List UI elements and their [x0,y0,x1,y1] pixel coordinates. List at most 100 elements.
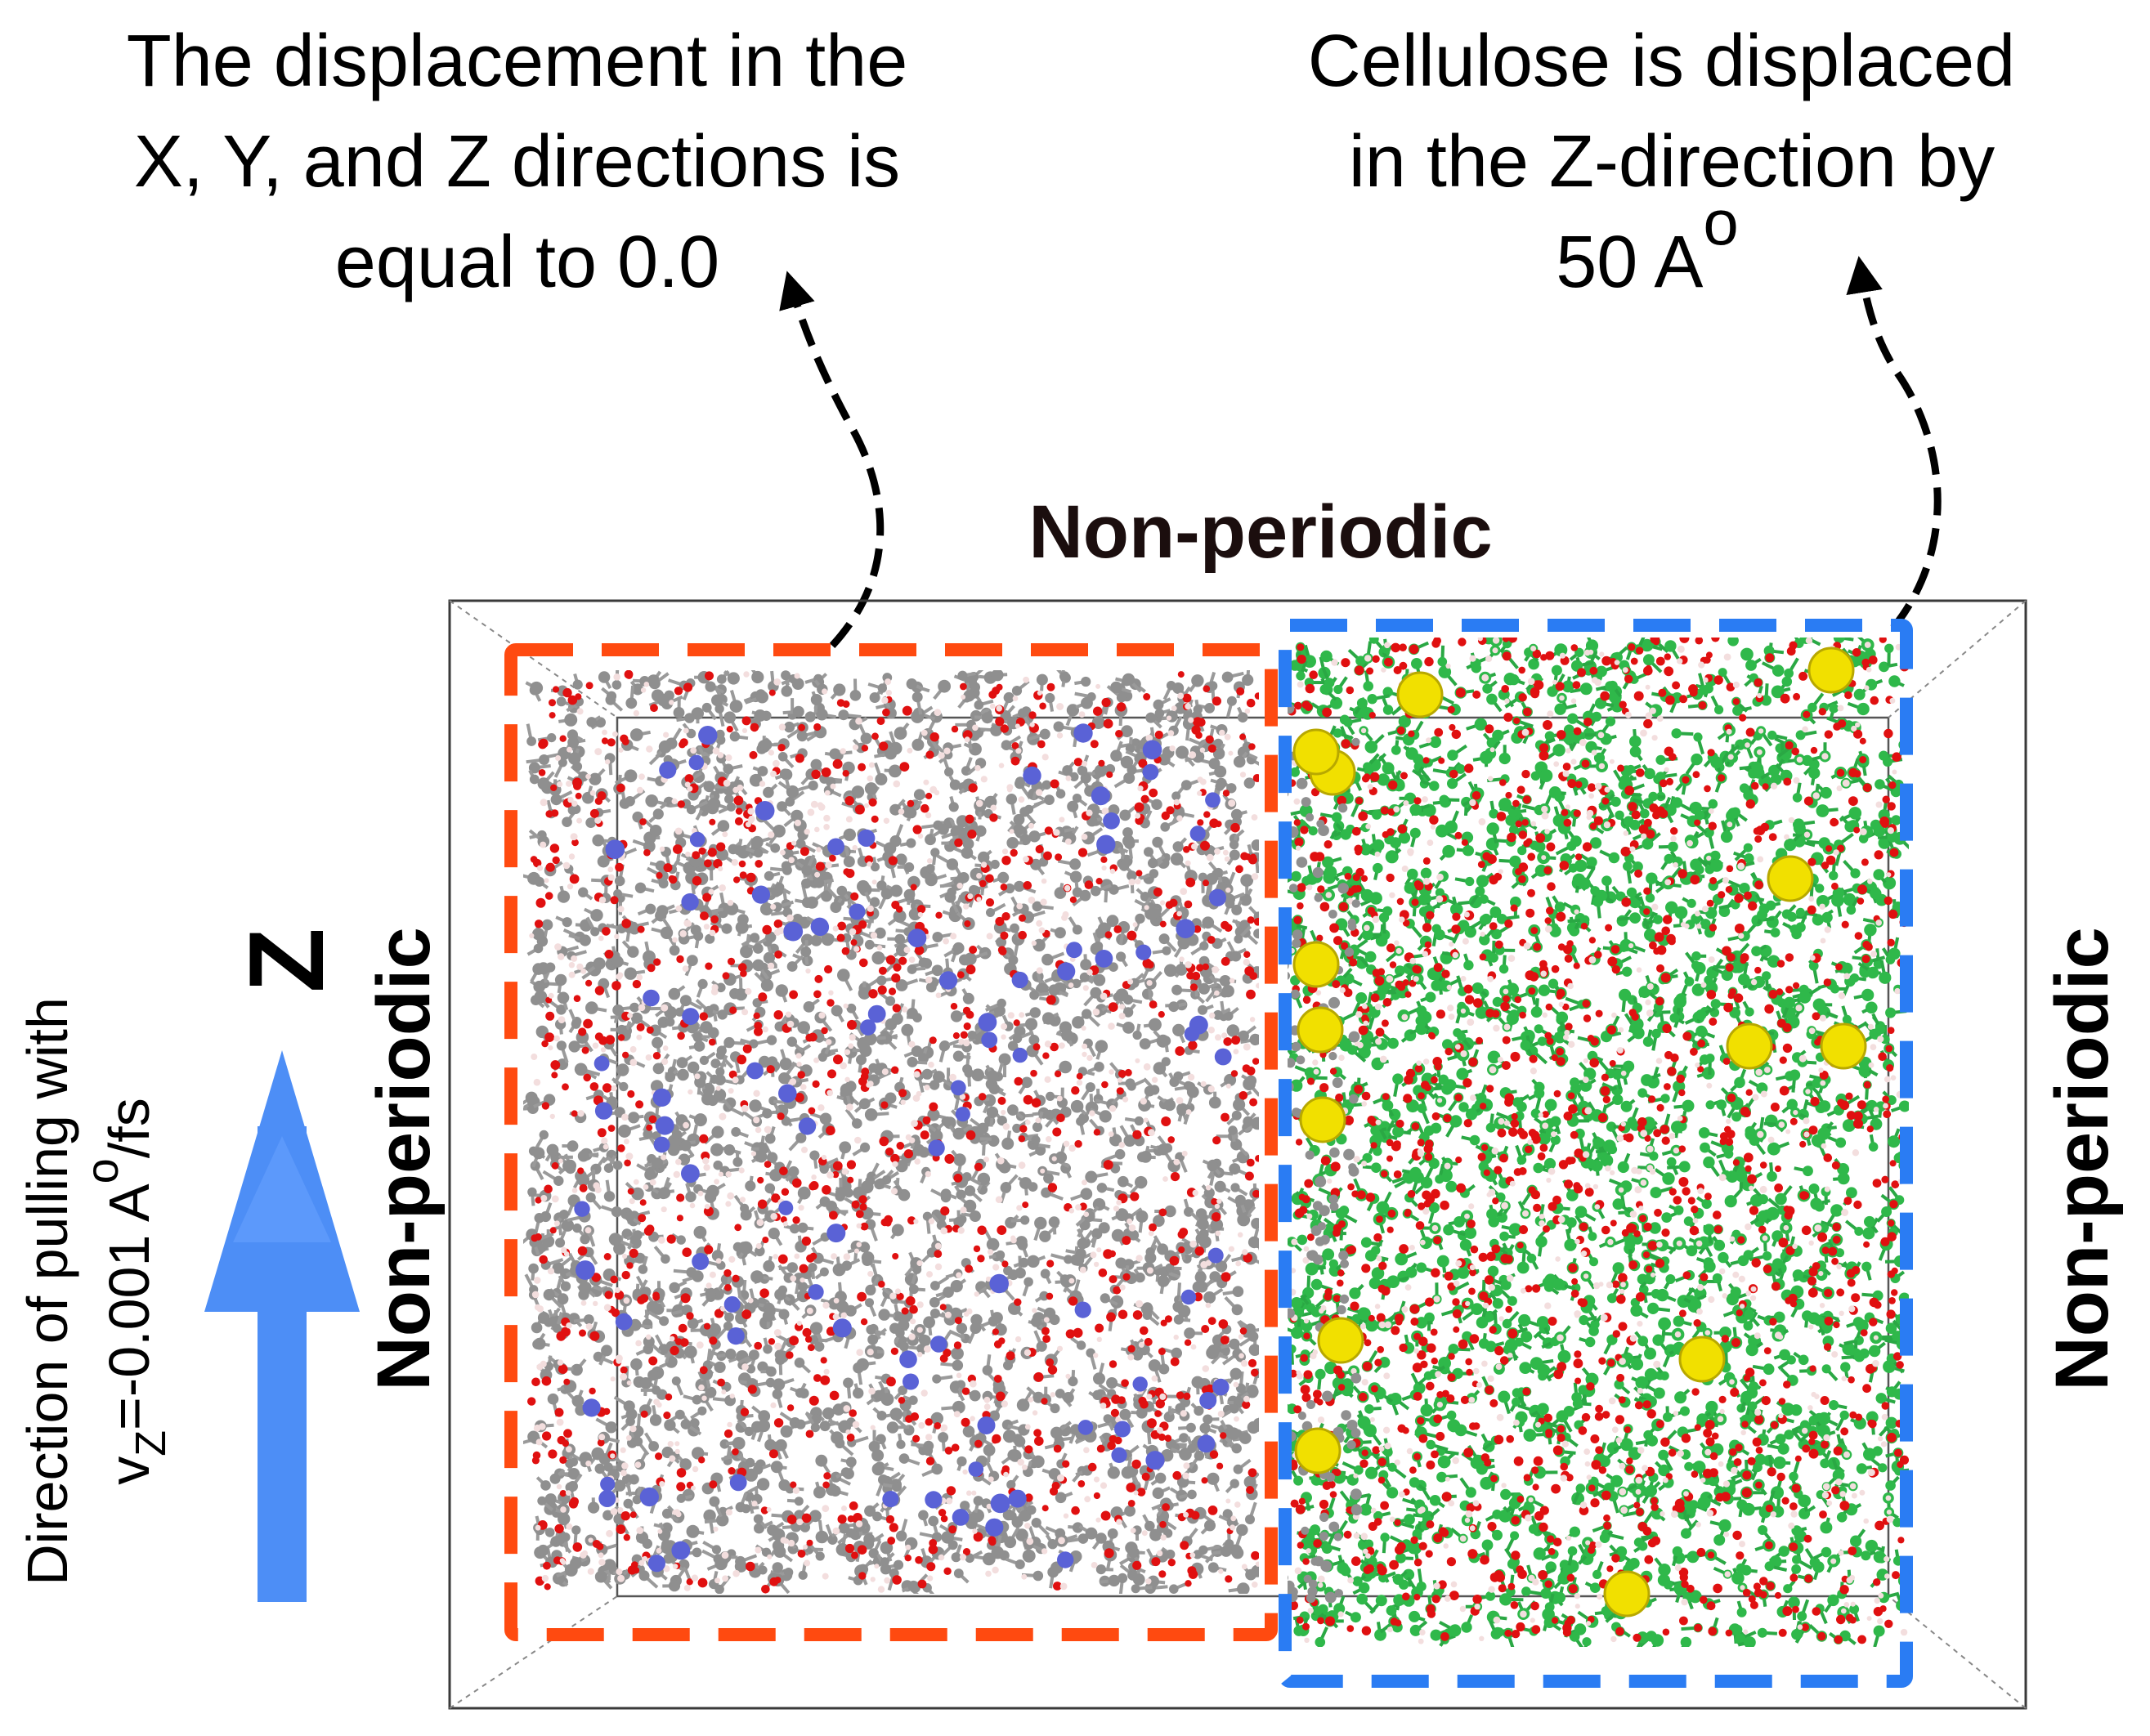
carbon-atom [606,691,617,701]
oxygen-atom [963,1022,971,1031]
carbon-atom [571,1019,581,1029]
carbon-atom [707,1027,719,1039]
carbon-atom [1000,710,1011,722]
carbon-atom [1164,964,1177,978]
carbon-atom [679,1139,692,1152]
carbon-atom [528,762,540,774]
carbon-atom [1010,923,1019,933]
carbon-atom [1035,1144,1046,1156]
carbon-atom [918,957,929,969]
oxygen-atom [898,1089,907,1098]
carbon-atom [1012,1123,1022,1134]
oxygen-atom [735,808,743,815]
carbon-atom [1011,686,1023,696]
carbon-atom [862,1255,873,1266]
carbon-atom [1229,1163,1241,1175]
carbon-atom [661,1541,674,1555]
carbon-atom [1212,1009,1223,1020]
carbon-atom [986,908,995,917]
carbon-atom [1095,1040,1109,1053]
carbon-atom [1132,1573,1145,1586]
carbon-atom [1001,740,1012,750]
oxygen-atom [902,705,912,716]
oxygen-atom [677,800,685,808]
carbon-atom [876,880,887,891]
carbon-atom [956,1456,967,1467]
carbon-atom [1054,887,1067,899]
carbon-atom [885,996,896,1006]
oxygen-atom [1230,1070,1238,1077]
carbon-atom [1103,1414,1113,1424]
carbon-atom [750,933,760,943]
carbon-atom [1039,1291,1049,1301]
carbon-atom [922,1211,932,1221]
carbon-atom [634,882,647,894]
carbon-atom [901,1023,914,1036]
carbon-atom [616,1024,627,1036]
carbon-atom [757,766,768,776]
carbon-atom [1212,1334,1225,1347]
box-edge-br [1888,1595,2027,1709]
carbon-atom [716,848,728,861]
carbon-atom [1019,1177,1032,1190]
carbon-atom [832,1403,845,1416]
carbon-atom [1232,1286,1244,1297]
carbon-atom [1005,1216,1017,1229]
oxygen-atom [954,1317,962,1325]
box-edge-tl [449,600,618,718]
oxygen-atom [917,1579,927,1589]
carbon-atom [553,1175,564,1187]
carbon-atom [1032,1121,1043,1132]
carbon-atom [1194,1406,1204,1416]
carbon-atom [938,1432,949,1443]
oxygen-atom [965,814,974,824]
carbon-atom [960,1501,970,1511]
carbon-atom [852,1118,862,1129]
carbon-atom [1231,1304,1243,1316]
oxygen-atom [808,1395,819,1406]
carbon-atom [1242,673,1254,687]
carbon-atom [1092,1389,1103,1400]
carbon-atom [769,1168,782,1182]
carbon-atom [1154,708,1165,718]
carbon-atom [1131,1584,1140,1594]
carbon-atom [710,1143,723,1157]
carbon-atom [527,1187,537,1197]
carbon-atom [559,1210,569,1219]
carbon-atom [1175,964,1188,976]
carbon-atom [686,804,697,815]
carbon-atom [1107,1466,1120,1479]
displacement-unit-superscript: o [1703,186,1738,258]
carbon-atom [624,967,637,980]
carbon-atom [714,704,724,714]
carbon-atom [669,945,680,956]
carbon-atom [656,693,670,707]
carbon-atom [957,670,968,681]
carbon-atom [841,1260,853,1271]
carbon-atom [1207,1345,1221,1357]
carbon-atom [657,1016,670,1028]
carbon-atom [594,1463,606,1474]
carbon-atom [835,1543,849,1556]
oxygen-atom [1231,1036,1241,1045]
carbon-atom [1176,1106,1187,1116]
carbon-atom [1147,1575,1159,1588]
carbon-atom [808,1263,817,1273]
carbon-atom [931,964,943,977]
carbon-atom [991,1312,1003,1324]
oxygen-atom [1118,1069,1127,1078]
oxygen-atom [1235,865,1243,874]
carbon-atom [875,773,888,785]
carbon-atom [860,1142,871,1152]
carbon-atom [863,1032,877,1045]
carbon-atom [1017,1240,1028,1251]
carbon-atom [1007,1104,1019,1116]
carbon-atom [1111,1228,1125,1242]
carbon-atom [750,1270,764,1283]
right-annotation: Cellulose is displaced in the Z-directio… [1308,20,2015,303]
carbon-atom [898,1385,907,1395]
carbon-atom [687,955,698,966]
carbon-atom [590,909,603,922]
oxygen-atom [1103,1249,1113,1259]
carbon-atom [770,1461,783,1474]
